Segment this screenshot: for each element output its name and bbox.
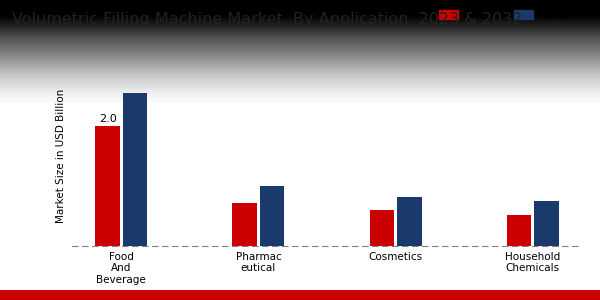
Text: Volumetric Filling Machine Market, By Application, 2023 & 2032: Volumetric Filling Machine Market, By Ap… [12, 12, 522, 27]
Bar [122, 93, 148, 246]
Bar [397, 197, 422, 246]
Legend: 2023, 2032: 2023, 2032 [434, 4, 576, 27]
Y-axis label: Market Size in USD Billion: Market Size in USD Billion [56, 89, 67, 223]
Bar [506, 215, 532, 246]
Text: 2.0: 2.0 [98, 114, 116, 124]
Bar [370, 210, 394, 246]
Bar [534, 201, 559, 246]
Bar [95, 126, 120, 246]
Bar [232, 203, 257, 246]
Bar [260, 186, 284, 246]
